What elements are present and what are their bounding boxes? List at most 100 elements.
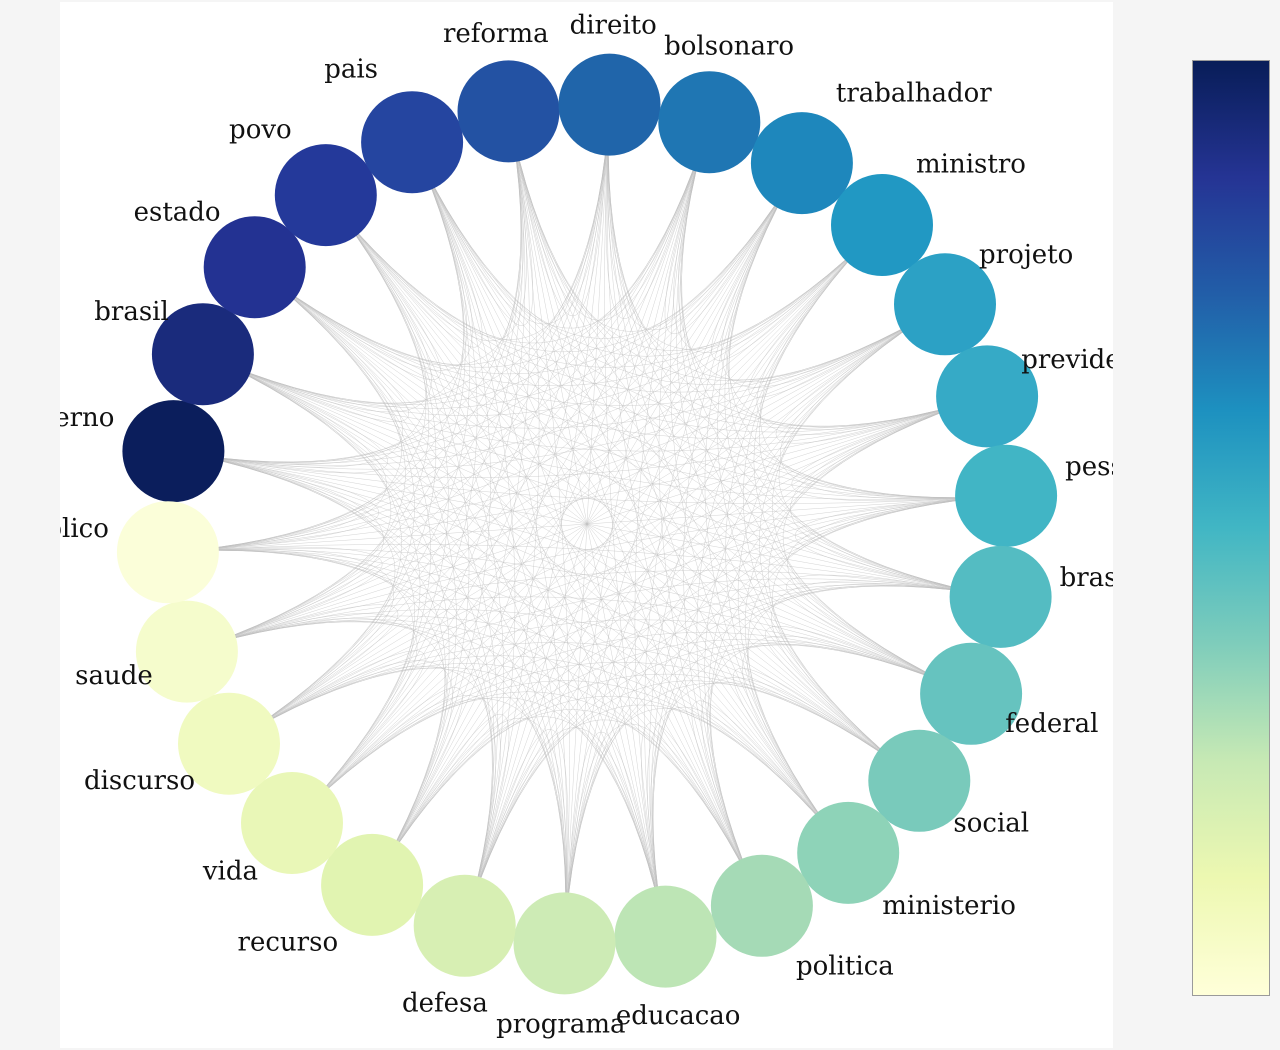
node-governo (122, 400, 225, 503)
edge-previdenc-recurso (371, 396, 988, 886)
edge-pais-programa (411, 142, 568, 944)
edge-bolsonaro-vida (291, 122, 710, 824)
label-vida: vida (202, 857, 258, 887)
node-reforma (457, 60, 560, 163)
edge-povo-educacao (325, 194, 666, 937)
edge-federal-publico (167, 547, 972, 695)
edge-reforma-ministerio (508, 111, 849, 854)
label-estado: estado (134, 198, 221, 228)
edge-reforma-recurso (371, 111, 530, 886)
node-previdenc (936, 345, 1039, 448)
edge-pessoas-federal (787, 495, 1007, 695)
node-saude (135, 600, 238, 703)
edge-projeto-vida (291, 304, 946, 824)
edge-trabalhador-educacao (644, 162, 803, 937)
edge-reforma-saude (186, 111, 522, 652)
edge-brasileiro-publico (167, 544, 1001, 598)
edge-previdenc-programa (564, 396, 988, 944)
edge-educacao-defesa (464, 727, 666, 937)
edge-brasileiro-social (771, 580, 1001, 781)
edge-direito-vida (291, 104, 610, 824)
label-governo: governo (60, 403, 114, 433)
label-defesa: defesa (402, 988, 488, 1018)
edges-layer (167, 104, 1007, 944)
edge-pessoas-vida (291, 495, 1007, 824)
edge-pessoas-discurso (228, 495, 1007, 744)
edge-trabalhador-publico (167, 162, 803, 553)
edge-projeto-saude (186, 304, 946, 652)
node-publico (116, 501, 219, 604)
edge-direito-politica (606, 104, 763, 906)
edge-politica-defesa (464, 719, 763, 926)
edge-projeto-recurso (371, 304, 946, 886)
node-projeto (894, 253, 996, 356)
edge-social-discurso (228, 642, 920, 781)
colorbar (1192, 60, 1270, 996)
label-educacao: educacao (616, 1001, 741, 1031)
edge-pessoas-defesa (464, 495, 1007, 926)
node-direito (558, 53, 661, 156)
label-ministro: ministro (916, 149, 1026, 179)
edge-povo-ministro (325, 194, 883, 368)
node-ministro (831, 174, 933, 276)
edge-brasileiro-discurso (228, 578, 1001, 744)
label-social: social (953, 809, 1029, 839)
edge-defesa-vida (291, 695, 501, 926)
node-politica (710, 854, 813, 957)
edge-brasileiro-saude (186, 570, 1001, 652)
edge-defesa-discurso (228, 665, 496, 926)
label-federal: federal (1005, 709, 1098, 739)
edge-bolsonaro-recurso (371, 122, 710, 886)
edge-ministerio-vida (291, 680, 849, 854)
label-ministerio: ministerio (882, 891, 1016, 921)
edge-programa-vida (291, 698, 567, 944)
edge-bolsonaro-discurso (228, 122, 710, 744)
edge-pessoas-saude (186, 495, 1007, 652)
node-povo (274, 144, 377, 247)
node-defesa (413, 874, 516, 977)
edge-estado-vida (254, 267, 431, 824)
label-recurso: recurso (238, 927, 339, 957)
edge-brasil-ministerio (202, 353, 849, 854)
edge-reforma-discurso (228, 111, 523, 744)
edge-federal-saude (186, 596, 972, 695)
node-brasil (151, 303, 254, 406)
edge-bolsonaro-saude (186, 122, 710, 652)
edge-brasil-projeto (202, 304, 946, 429)
label-bolsonaro: bolsonaro (664, 32, 794, 62)
edge-povo-programa (325, 194, 567, 944)
edge-direito-ministerio (607, 104, 849, 854)
label-saude: saude (75, 661, 153, 691)
edge-brasil-publico (167, 353, 387, 553)
edge-bolsonaro-programa (564, 122, 710, 944)
edge-trabalhador-discurso (228, 162, 803, 744)
edge-reforma-publico (167, 111, 521, 553)
label-povo: povo (229, 115, 292, 145)
edge-governo-social (173, 450, 920, 781)
edge-federal-ministerio (742, 635, 972, 854)
label-direito: direito (570, 11, 657, 41)
node-pessoas (955, 444, 1058, 547)
node-trabalhador (750, 112, 853, 215)
edge-direito-recurso (371, 104, 610, 886)
edge-ministro-defesa (464, 224, 883, 926)
node-ministerio (797, 801, 900, 904)
node-social (868, 729, 971, 832)
edge-bolsonaro-educacao (634, 122, 710, 937)
node-pais (361, 91, 464, 194)
edge-educacao-recurso (371, 716, 666, 937)
node-federal (920, 642, 1023, 745)
edge-politica-programa (564, 723, 763, 944)
label-reforma: reforma (443, 19, 549, 49)
label-politica: politica (796, 951, 894, 981)
edge-povo-federal (325, 194, 972, 695)
node-programa (513, 892, 616, 995)
edge-projeto-educacao (651, 304, 946, 937)
edge-trabalhador-programa (564, 162, 803, 944)
node-estado (203, 216, 306, 319)
edge-previdenc-discurso (228, 396, 988, 744)
edge-estado-brasileiro (254, 267, 1001, 598)
label-brasileiro: brasileiro (1060, 563, 1113, 593)
label-publico: publico (60, 514, 109, 544)
edge-ministro-saude (186, 224, 883, 652)
